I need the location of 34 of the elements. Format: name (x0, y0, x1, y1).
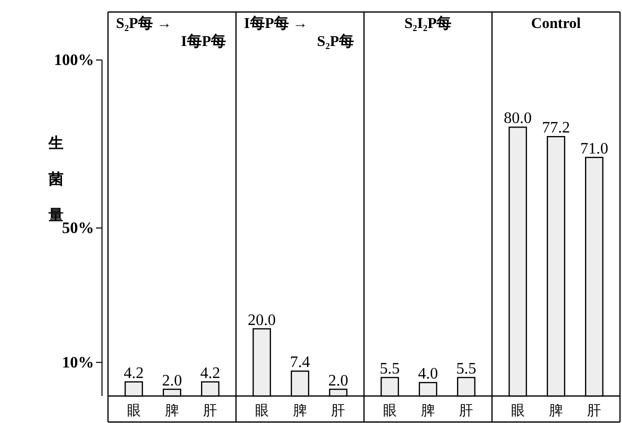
text: 生菌量 (48, 136, 64, 224)
chart-title: I每P每 → (244, 15, 308, 32)
data-label: 2.0 (328, 372, 348, 390)
x-tick-label: 脾 (293, 403, 307, 419)
x-tick-label: 肝 (203, 404, 218, 419)
y-tick-label: 10% (62, 354, 94, 372)
data-label: 5.5 (380, 360, 400, 378)
y-tick-label: 50% (62, 220, 94, 237)
x-tick-label: 眼 (126, 403, 141, 419)
x-tick-label: 脾 (165, 403, 179, 419)
data-label: 2.0 (162, 372, 182, 390)
data-label: 20.0 (248, 312, 276, 329)
x-tick-label: 脾 (549, 403, 563, 419)
chart-title: S₂I₂P每 (404, 15, 452, 32)
data-label: 77.2 (542, 120, 570, 137)
data-label: 4.2 (200, 364, 220, 382)
x-tick-label: 眼 (382, 403, 397, 419)
x-tick-label: 肝 (459, 404, 474, 419)
data-label: 5.5 (456, 360, 476, 378)
x-tick-label: 眼 (254, 403, 269, 419)
x-tick-label: 脾 (421, 403, 435, 419)
data-label: 80.0 (504, 110, 532, 128)
chart-title: S₂P每 → (116, 15, 172, 32)
data-label: 71.0 (580, 140, 608, 158)
x-tick-label: 肝 (587, 404, 602, 419)
chart-title: Control (531, 16, 581, 32)
x-tick-label: 肝 (331, 404, 346, 419)
chart-subtitle: S₂P每 (316, 33, 354, 50)
data-label: 4.2 (124, 364, 144, 382)
chart-subtitle: I每P每 (181, 33, 226, 50)
y-tick-label: 100% (54, 52, 94, 69)
x-tick-label: 眼 (510, 403, 525, 419)
data-label: 7.4 (290, 354, 310, 372)
data-label: 4.0 (418, 366, 438, 383)
